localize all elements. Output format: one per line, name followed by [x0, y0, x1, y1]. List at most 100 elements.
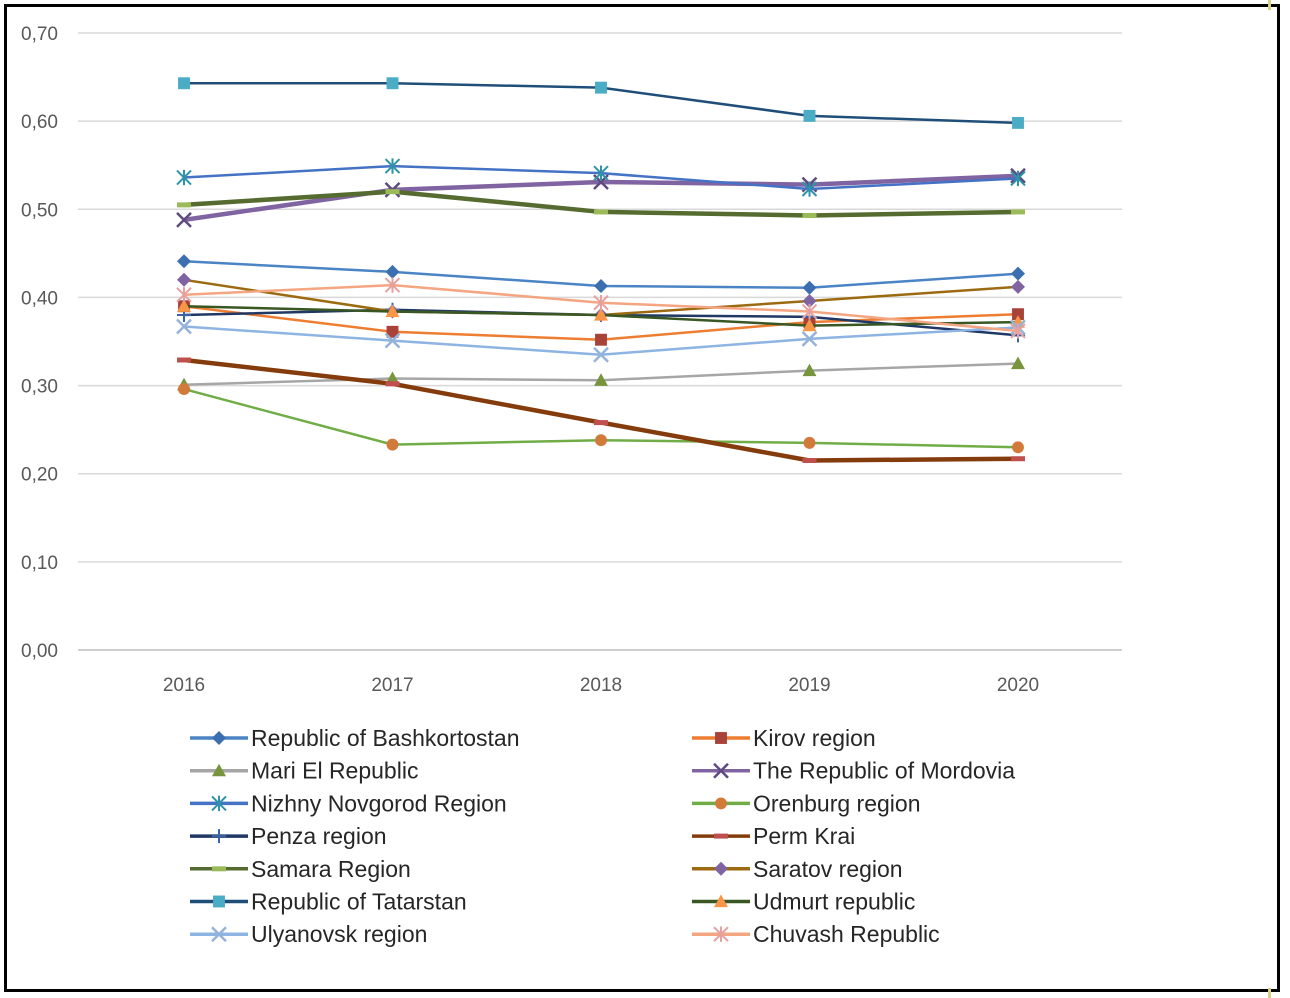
data-point-marker	[802, 212, 817, 218]
data-point-marker	[177, 357, 191, 363]
data-point-marker	[802, 318, 817, 332]
legend-label: Orenburg region	[753, 790, 921, 816]
data-point-marker	[1011, 266, 1025, 281]
data-point-marker	[713, 762, 729, 779]
data-point-marker	[385, 304, 400, 318]
data-point-marker	[211, 926, 227, 943]
data-point-marker	[801, 330, 818, 347]
data-point-marker	[178, 77, 190, 90]
data-point-marker	[178, 383, 190, 396]
x-axis-tick-labels: 2016 2017 2018 2019 2020	[163, 675, 1039, 696]
data-point-marker	[176, 318, 192, 335]
legend-label: Saratov region	[753, 856, 903, 882]
legend-entry: Penza region	[190, 823, 387, 849]
data-point-marker	[212, 866, 226, 872]
y-axis-tick-labels: 0,00 0,10 0,20 0,30 0,40 0,50 0,60 0,70	[21, 24, 58, 662]
legend-entry: Nizhny Novgorod Region	[190, 790, 507, 816]
y-tick-label: 0,00	[21, 641, 58, 662]
series-nizhny-novgorod-region	[176, 158, 1026, 197]
data-point-marker	[595, 333, 607, 346]
data-point-marker	[713, 926, 729, 942]
legend-label: Penza region	[251, 823, 387, 849]
series-orenburg-region	[178, 383, 1024, 454]
data-point-marker	[385, 371, 400, 385]
y-tick-label: 0,60	[21, 112, 58, 133]
data-point-marker	[386, 438, 399, 451]
series-chuvash-republic	[176, 277, 1026, 339]
legend-entry: Orenburg region	[692, 790, 921, 816]
data-point-marker	[802, 363, 817, 377]
legend-label: Nizhny Novgorod Region	[251, 790, 507, 816]
data-point-marker	[1012, 441, 1024, 454]
data-point-marker	[1011, 279, 1025, 294]
data-point-marker	[385, 381, 400, 387]
data-point-marker	[714, 861, 728, 876]
chart-frame	[4, 4, 1280, 992]
data-point-marker	[212, 763, 226, 777]
data-point-marker	[1012, 116, 1024, 129]
data-point-marker	[177, 299, 191, 312]
data-point-marker	[386, 77, 399, 90]
data-point-marker	[177, 272, 191, 287]
data-point-marker	[1011, 356, 1025, 370]
x-tick-label: 2018	[580, 675, 622, 696]
data-point-marker	[1011, 209, 1025, 215]
data-point-marker	[595, 434, 607, 447]
legend-entry: Samara Region	[190, 856, 411, 882]
legend-entry: Chuvash Republic	[692, 921, 940, 947]
legend-entry: Mari El Republic	[190, 758, 418, 784]
y-tick-label: 0,30	[21, 377, 58, 398]
data-point-marker	[594, 373, 608, 386]
y-tick-label: 0,70	[21, 24, 58, 45]
legend-entry: Udmurt republic	[692, 889, 915, 915]
legend-label: Kirov region	[753, 725, 876, 751]
legend-label: Republic of Bashkortostan	[251, 725, 520, 751]
data-point-marker	[802, 457, 817, 463]
series-republic-of-bashkortostan	[177, 254, 1025, 295]
data-point-marker	[714, 833, 728, 839]
data-point-marker	[594, 278, 608, 293]
series-republic-of-tatarstan	[178, 77, 1024, 129]
legend: Republic of Bashkortostan Kirov region Mar…	[190, 725, 1015, 947]
data-point-marker	[803, 109, 816, 122]
legend-label: Mari El Republic	[251, 758, 418, 784]
series-perm-krai	[177, 357, 1025, 463]
data-point-marker	[384, 277, 401, 293]
series-lines	[176, 77, 1026, 463]
legend-entry: Saratov region	[692, 856, 903, 882]
data-point-marker	[1010, 323, 1026, 339]
data-point-marker	[714, 894, 728, 908]
x-tick-label: 2020	[997, 675, 1039, 696]
corner-mark-top	[1268, 0, 1271, 10]
data-point-marker	[386, 325, 399, 338]
y-tick-label: 0,10	[21, 553, 58, 574]
legend-entry: The Republic of Mordovia	[692, 758, 1015, 784]
data-point-marker	[1012, 308, 1024, 321]
data-point-marker	[802, 280, 817, 295]
data-point-marker	[213, 895, 225, 908]
data-point-marker	[801, 181, 818, 197]
data-point-marker	[385, 264, 400, 279]
legend-entry: Kirov region	[692, 725, 876, 751]
y-tick-label: 0,40	[21, 288, 58, 309]
x-tick-label: 2017	[371, 675, 413, 696]
data-point-marker	[593, 346, 609, 363]
data-point-marker	[715, 732, 727, 744]
legend-label: Ulyanovsk region	[251, 921, 427, 947]
y-tick-label: 0,20	[21, 465, 58, 486]
data-point-marker	[593, 165, 609, 181]
data-point-marker	[801, 303, 818, 320]
x-tick-label: 2019	[788, 675, 830, 696]
legend-label: The Republic of Mordovia	[753, 758, 1015, 784]
data-point-marker	[384, 158, 401, 174]
corner-mark-bottom	[1268, 988, 1271, 998]
legend-label: Chuvash Republic	[753, 921, 940, 947]
data-point-marker	[803, 436, 816, 449]
data-point-marker	[384, 332, 401, 349]
data-point-marker	[802, 293, 817, 308]
legend-entry: Republic of Tatarstan	[190, 889, 467, 915]
legend-entry: Republic of Bashkortostan	[190, 725, 520, 751]
x-tick-label: 2016	[163, 675, 205, 696]
legend-entry: Ulyanovsk region	[190, 921, 427, 947]
